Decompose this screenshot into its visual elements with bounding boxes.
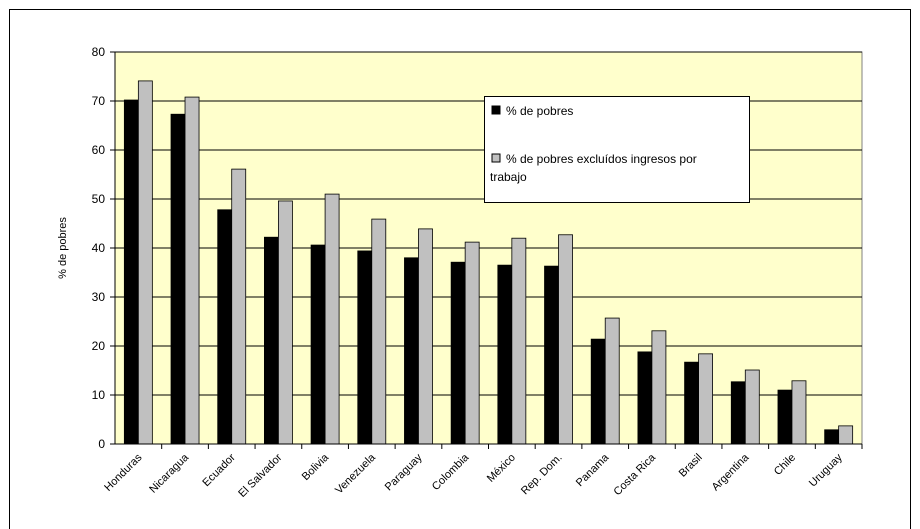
- bar: [137, 80, 153, 445]
- y-tick-label: 0: [98, 437, 105, 451]
- bar: [838, 425, 854, 445]
- bar: [497, 264, 513, 445]
- bar: [278, 200, 293, 445]
- bar: [357, 250, 373, 445]
- legend-label: % de pobres excluídos ingresos por trabaj…: [490, 152, 697, 184]
- bar: [730, 381, 746, 445]
- bar: [651, 330, 667, 445]
- legend-swatch: [491, 153, 501, 163]
- bar: [558, 234, 573, 445]
- bar: [231, 168, 247, 445]
- bar: [450, 261, 466, 445]
- y-tick-label: 80: [92, 45, 106, 59]
- bar: [404, 257, 419, 445]
- bar: [123, 99, 139, 445]
- bar: [604, 317, 620, 445]
- y-tick-label: 10: [92, 388, 106, 402]
- legend-box: [484, 96, 750, 203]
- legend-line: trabajo: [490, 170, 527, 184]
- y-tick-label: 60: [92, 143, 106, 157]
- bar: [744, 369, 760, 445]
- y-tick-label: 30: [92, 290, 106, 304]
- bar: [263, 236, 279, 445]
- bar: [511, 237, 527, 445]
- bar: [217, 209, 233, 445]
- y-tick-label: 70: [92, 94, 106, 108]
- bar: [371, 218, 387, 445]
- legend-line: % de pobres excluídos ingresos por: [506, 152, 697, 166]
- bar: [418, 228, 433, 445]
- bar: [310, 244, 326, 445]
- y-axis-title: % de pobres: [57, 217, 69, 279]
- bar: [324, 193, 340, 445]
- legend-swatch: [491, 105, 501, 115]
- bar: [791, 380, 807, 445]
- bar: [637, 351, 653, 445]
- legend-label: % de pobres: [506, 104, 573, 118]
- y-tick-label: 40: [92, 241, 106, 255]
- y-tick-label: 50: [92, 192, 106, 206]
- bar: [777, 389, 793, 445]
- bar: [698, 353, 714, 445]
- bar: [824, 429, 840, 445]
- bar: [464, 241, 480, 445]
- bar: [684, 361, 699, 445]
- bar: [590, 338, 606, 445]
- bar: [184, 96, 200, 445]
- bar: [170, 113, 186, 445]
- bar: [544, 265, 559, 445]
- y-tick-label: 20: [92, 339, 106, 353]
